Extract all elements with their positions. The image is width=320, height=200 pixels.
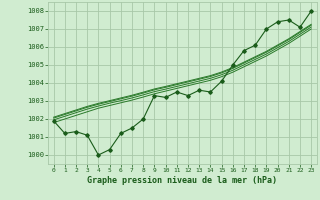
X-axis label: Graphe pression niveau de la mer (hPa): Graphe pression niveau de la mer (hPa) (87, 176, 277, 185)
